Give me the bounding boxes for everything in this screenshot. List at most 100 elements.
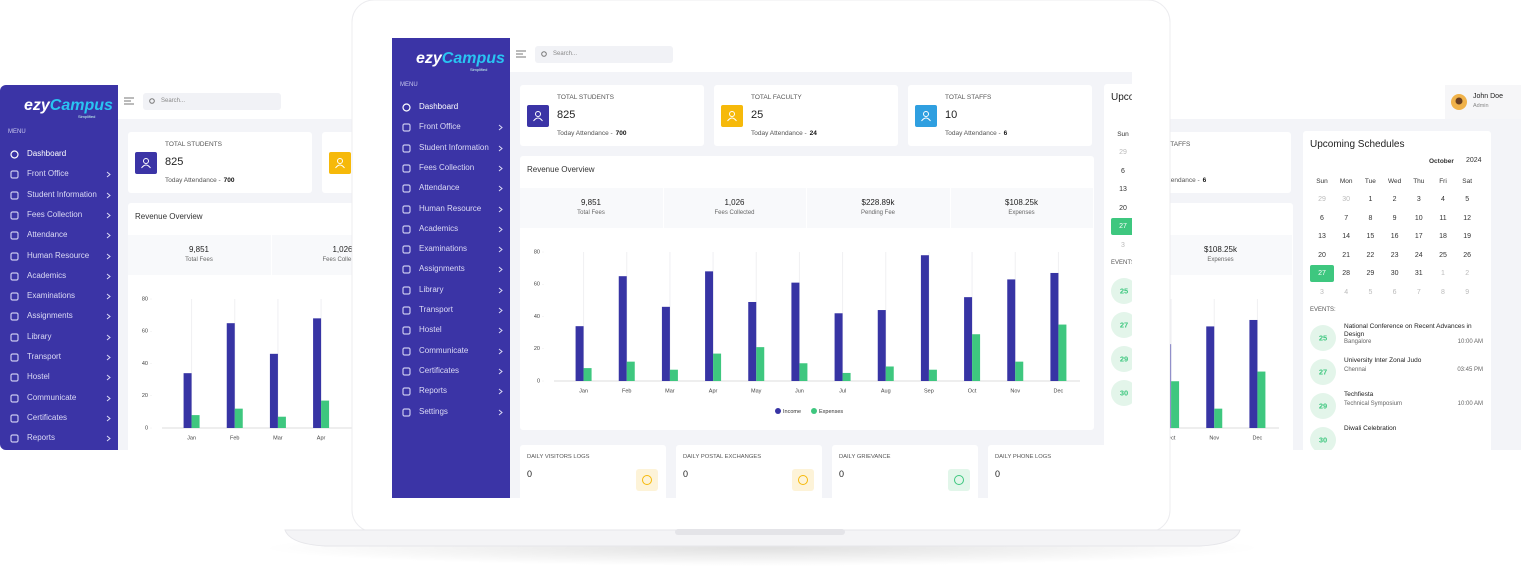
calendar-day[interactable]: 24 bbox=[1414, 251, 1423, 259]
calendar-day[interactable]: 20 bbox=[1318, 251, 1326, 259]
chevron-shape bbox=[106, 354, 111, 361]
search-glyph bbox=[149, 98, 155, 104]
calendar-day[interactable]: 4 bbox=[1344, 288, 1349, 296]
calendar-day[interactable]: 13 bbox=[1318, 233, 1326, 240]
menu-item[interactable]: Reports bbox=[0, 430, 118, 446]
calendar-day[interactable]: 18 bbox=[1439, 233, 1447, 240]
menu-item[interactable]: Dashboard bbox=[0, 146, 118, 162]
calendar-day[interactable]: 3 bbox=[1416, 196, 1421, 203]
menu-item[interactable]: Hostel bbox=[0, 369, 118, 385]
calendar-day[interactable]: 11 bbox=[1439, 214, 1447, 222]
calendar-day[interactable]: 23 bbox=[1390, 251, 1399, 259]
calendar-day[interactable]: 14 bbox=[1342, 233, 1351, 240]
calendar-day[interactable]: 27 bbox=[1310, 265, 1334, 282]
search-box[interactable]: Search... bbox=[535, 46, 673, 63]
menu-item[interactable]: Transport bbox=[0, 349, 118, 365]
calendar-day[interactable]: 4 bbox=[1441, 196, 1445, 203]
calendar-day[interactable]: 16 bbox=[1390, 233, 1399, 240]
menu-item[interactable]: Student Information bbox=[392, 140, 510, 156]
calendar-day[interactable]: 27 bbox=[1111, 218, 1132, 235]
calendar-day[interactable]: 12 bbox=[1463, 214, 1472, 222]
calendar-day[interactable]: 28 bbox=[1342, 270, 1351, 277]
menu-item[interactable]: Certificates bbox=[392, 363, 510, 379]
menu-item[interactable]: Fees Collection bbox=[0, 207, 118, 223]
chevron-shape bbox=[106, 253, 111, 259]
calendar-day[interactable]: 31 bbox=[1414, 270, 1423, 277]
menu-item[interactable]: Attendance bbox=[0, 227, 118, 243]
bar-chart: 020406080JanFebMarAprMayJunJulAugSepOctN… bbox=[142, 296, 360, 441]
left-screen: ezyCampus Simplified MENU Dashboard Front Of… bbox=[0, 85, 360, 450]
revenue-title: Revenue Overview bbox=[527, 165, 595, 174]
menu-item[interactable]: Human Resource bbox=[392, 201, 510, 217]
calendar-day[interactable]: 15 bbox=[1366, 233, 1375, 240]
calendar-day[interactable]: 29 bbox=[1119, 149, 1127, 156]
menu-item[interactable]: Reports bbox=[392, 383, 510, 399]
menu-text: Examinations bbox=[419, 244, 468, 254]
menu-item[interactable]: Dashboard bbox=[392, 99, 510, 115]
calendar-day[interactable]: 7 bbox=[1416, 288, 1421, 296]
menu-item[interactable]: Communicate bbox=[392, 343, 510, 359]
search-box[interactable]: Search... bbox=[143, 93, 281, 110]
calendar-day[interactable]: 21 bbox=[1342, 251, 1351, 259]
calendar-day[interactable]: 25 bbox=[1439, 251, 1447, 259]
calendar-day[interactable]: 9 bbox=[1465, 288, 1470, 296]
menu-item[interactable]: Assignments bbox=[0, 308, 118, 324]
calendar-day[interactable]: 19 bbox=[1463, 233, 1472, 240]
chevron bbox=[498, 226, 503, 233]
calendar-day[interactable]: 7 bbox=[1344, 214, 1349, 222]
user-menu[interactable]: John Doe Admin bbox=[1445, 85, 1521, 119]
calendar-day[interactable]: 6 bbox=[1392, 288, 1397, 296]
calendar-day[interactable]: 22 bbox=[1366, 251, 1375, 259]
menu-item[interactable]: Academics bbox=[392, 221, 510, 237]
menu-item[interactable]: Fees Collection bbox=[392, 160, 510, 176]
calendar-day[interactable]: 5 bbox=[1368, 288, 1373, 296]
icon-shape bbox=[402, 225, 411, 234]
menu-item[interactable]: Examinations bbox=[0, 288, 118, 304]
calendar-day[interactable]: 5 bbox=[1465, 196, 1470, 203]
menu-item[interactable]: Library bbox=[0, 329, 118, 345]
calendar-day[interactable]: 1 bbox=[1368, 196, 1373, 203]
menu-item[interactable]: Transport bbox=[392, 302, 510, 318]
calendar-day[interactable]: 20 bbox=[1119, 204, 1127, 212]
menu-item[interactable]: Attendance bbox=[392, 180, 510, 196]
menu-label: MENU bbox=[400, 82, 418, 88]
menu-item[interactable]: Certificates bbox=[0, 410, 118, 426]
calendar-day[interactable]: 6 bbox=[1320, 214, 1324, 222]
menu-item[interactable]: Academics bbox=[0, 268, 118, 284]
calendar-day[interactable]: 2 bbox=[1465, 270, 1470, 277]
menu-item[interactable]: Assignments bbox=[392, 261, 510, 277]
calendar-day[interactable]: 9 bbox=[1392, 214, 1397, 222]
menu-item[interactable]: Student Information bbox=[0, 187, 118, 203]
menu-icon bbox=[10, 170, 19, 179]
calendar-day[interactable]: 29 bbox=[1366, 270, 1375, 277]
icon-shape bbox=[402, 123, 411, 132]
calendar-day[interactable]: 3 bbox=[1320, 288, 1324, 296]
menu-item[interactable]: Examinations bbox=[392, 241, 510, 257]
icon-shape bbox=[402, 326, 411, 335]
calendar-day[interactable]: 13 bbox=[1119, 186, 1127, 193]
revenue-panel: Revenue Overview 9,851 Total Fees 1,026 Fees… bbox=[128, 203, 360, 450]
calendar-day[interactable]: 29 bbox=[1318, 196, 1326, 203]
calendar-day[interactable]: 26 bbox=[1463, 251, 1472, 259]
calendar-day[interactable]: 8 bbox=[1441, 288, 1445, 296]
calendar-day[interactable]: 1 bbox=[1441, 270, 1445, 277]
calendar-day[interactable]: 8 bbox=[1368, 214, 1373, 222]
summary-value: $108.25k bbox=[1005, 198, 1038, 207]
menu-item[interactable]: Communicate bbox=[0, 390, 118, 406]
calendar-day[interactable]: 2 bbox=[1392, 196, 1397, 203]
menu-item[interactable]: Human Resource bbox=[0, 248, 118, 264]
summary-value: $108.25k bbox=[1204, 245, 1237, 254]
menu-item[interactable]: Front Office bbox=[0, 166, 118, 182]
menu-item[interactable]: Settings bbox=[392, 404, 510, 420]
menu-item[interactable]: Hostel bbox=[392, 322, 510, 338]
menu-item[interactable]: Front Office bbox=[392, 119, 510, 135]
calendar-day[interactable]: 3 bbox=[1121, 241, 1125, 249]
calendar-day[interactable]: 30 bbox=[1342, 196, 1351, 203]
calendar-day[interactable]: 10 bbox=[1414, 214, 1423, 222]
calendar-day[interactable]: 17 bbox=[1414, 233, 1423, 240]
bar bbox=[972, 334, 981, 381]
chevron-shape bbox=[498, 145, 503, 151]
calendar-day[interactable]: 6 bbox=[1121, 167, 1125, 175]
calendar-day[interactable]: 30 bbox=[1390, 270, 1399, 277]
menu-item[interactable]: Library bbox=[392, 282, 510, 298]
